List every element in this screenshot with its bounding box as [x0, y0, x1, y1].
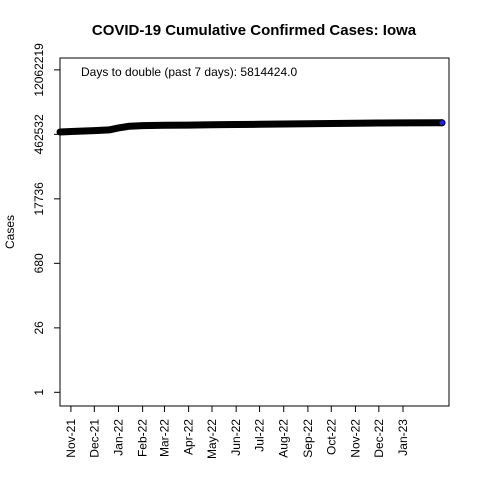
data-point [209, 121, 216, 128]
y-tick-label: 680 [32, 253, 46, 273]
x-axis: Nov-21 Dec-21 Jan-22 Feb-22 Mar-22 Apr-22 May-… [64, 406, 410, 459]
data-point [139, 122, 146, 129]
x-tick-label: Nov-21 [64, 419, 78, 458]
series-layer [56, 119, 446, 136]
x-tick-label: Aug-22 [277, 419, 291, 458]
data-point [256, 121, 263, 128]
data-point [375, 120, 382, 127]
chart-annotation: Days to double (past 7 days): 5814424.0 [81, 65, 297, 79]
x-tick-label: Nov-22 [348, 419, 362, 458]
data-point [328, 120, 335, 127]
data-point [161, 122, 168, 129]
data-point [304, 120, 311, 127]
x-tick-label: Jul-22 [253, 419, 267, 452]
data-point [233, 121, 240, 128]
data-point [67, 128, 74, 135]
plot-frame [59, 57, 450, 407]
data-point [91, 127, 98, 134]
x-tick-label: Mar-22 [157, 419, 171, 457]
y-axis-title: Cases [3, 215, 17, 249]
data-point [185, 122, 192, 129]
data-point [126, 123, 133, 130]
data-point [115, 124, 122, 131]
x-tick-label: Sep-22 [301, 419, 315, 458]
data-point [57, 129, 63, 136]
data-point [106, 126, 113, 133]
data-point [280, 121, 287, 128]
x-tick-label: Feb-22 [136, 419, 150, 457]
chart-title: COVID-19 Cumulative Confirmed Cases: Iow… [92, 22, 417, 39]
y-tick-label: 26 [32, 321, 46, 335]
y-tick-label: 1 [32, 389, 46, 396]
x-tick-label: Jan-23 [396, 419, 410, 456]
x-tick-label: Oct-22 [324, 419, 338, 455]
y-tick-label: 462532 [32, 114, 46, 154]
x-tick-label: Jun-22 [229, 419, 243, 456]
x-tick-label: May-22 [205, 419, 219, 459]
data-point [352, 120, 359, 127]
y-axis: 1 26 680 17736 462532 12062219 [32, 43, 60, 396]
x-tick-label: Dec-22 [372, 419, 386, 458]
y-tick-label: 12062219 [32, 43, 46, 97]
x-tick-label: Jan-22 [111, 419, 125, 456]
x-tick-label: Dec-21 [87, 419, 101, 458]
latest-data-point [438, 119, 446, 127]
x-tick-label: Apr-22 [182, 419, 196, 455]
data-point [400, 119, 407, 126]
y-tick-label: 17736 [32, 182, 46, 216]
